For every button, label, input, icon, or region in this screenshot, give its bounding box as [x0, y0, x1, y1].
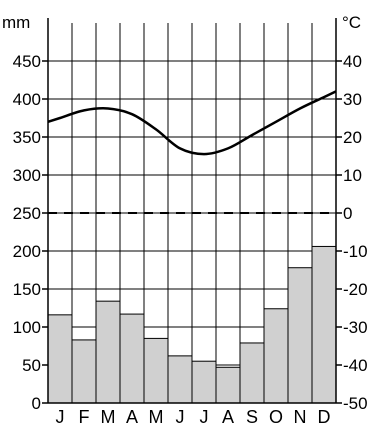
precipitation-bar	[215, 366, 241, 404]
left-tick-label: 400	[13, 90, 41, 109]
left-tick-label: 100	[13, 318, 41, 337]
left-tick-label: 300	[13, 166, 41, 185]
left-tick-label: 50	[22, 356, 41, 375]
precipitation-bar	[167, 355, 193, 404]
precipitation-bar	[263, 308, 289, 404]
month-label: A	[126, 407, 138, 426]
right-tick-label: 10	[343, 166, 362, 185]
tick-labels: 050100150200250300350400450mm-50-40-30-2…	[2, 13, 368, 426]
precipitation-bar	[71, 339, 97, 404]
month-label: A	[222, 407, 234, 426]
left-unit-label: mm	[2, 13, 30, 32]
precipitation-bar	[287, 267, 313, 404]
left-tick-label: 250	[13, 204, 41, 223]
month-label: M	[101, 407, 116, 426]
left-tick-label: 200	[13, 242, 41, 261]
precipitation-bar	[119, 313, 145, 404]
month-label: O	[269, 407, 283, 426]
right-tick-label: 30	[343, 90, 362, 109]
month-label: J	[200, 407, 209, 426]
axes	[42, 18, 342, 404]
precipitation-bars	[47, 245, 337, 404]
month-label: S	[246, 407, 258, 426]
temperature-line	[47, 90, 337, 156]
left-tick-label: 350	[13, 128, 41, 147]
left-tick-label: 450	[13, 52, 41, 71]
left-tick-label: 150	[13, 280, 41, 299]
month-label: J	[176, 407, 185, 426]
precipitation-bar	[143, 337, 169, 404]
month-label: F	[79, 407, 90, 426]
precipitation-bar	[95, 300, 121, 404]
right-tick-label: -50	[343, 394, 368, 413]
precipitation-bar	[191, 360, 217, 404]
right-tick-label: 20	[343, 128, 362, 147]
right-tick-label: -20	[343, 280, 368, 299]
precipitation-bar	[311, 245, 337, 404]
left-tick-label: 0	[32, 394, 41, 413]
right-unit-label: °C	[342, 13, 361, 32]
right-tick-label: -40	[343, 356, 368, 375]
right-tick-label: 0	[343, 204, 352, 223]
right-tick-label: 40	[343, 52, 362, 71]
temperature-series	[47, 90, 337, 156]
right-tick-label: -10	[343, 242, 368, 261]
precipitation-bar	[239, 342, 265, 404]
month-label: N	[294, 407, 307, 426]
right-tick-label: -30	[343, 318, 368, 337]
month-label: D	[318, 407, 331, 426]
precipitation-bar	[47, 314, 73, 404]
month-label: J	[56, 407, 65, 426]
month-label: M	[149, 407, 164, 426]
